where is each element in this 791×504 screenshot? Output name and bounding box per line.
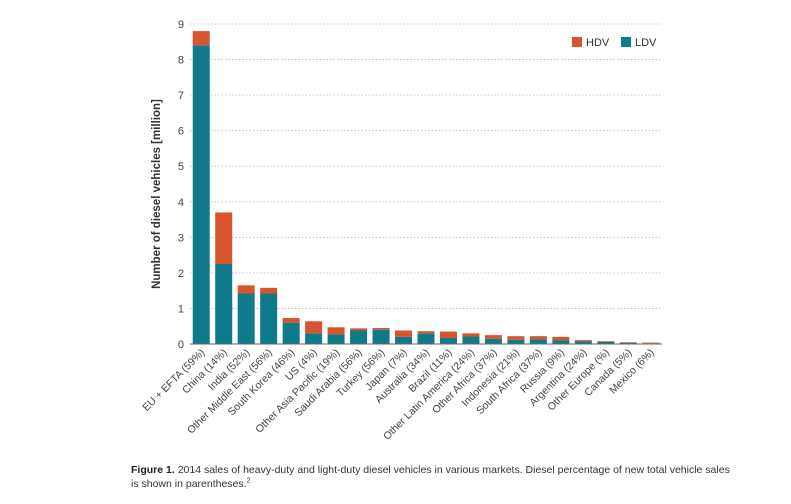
bar-ldv — [417, 333, 435, 344]
bar-ldv — [619, 342, 637, 344]
bar-ldv — [597, 341, 615, 344]
y-tick-label: 4 — [178, 197, 184, 209]
bar-hdv — [529, 336, 547, 340]
bar-hdv — [215, 212, 233, 264]
bar-hdv — [305, 321, 323, 334]
legend-label-hdv: HDV — [586, 37, 610, 49]
bar-ldv — [484, 338, 502, 344]
bar-ldv — [192, 45, 210, 344]
bar-hdv — [574, 340, 592, 342]
bar-hdv — [642, 342, 660, 344]
y-tick-label: 3 — [178, 232, 184, 244]
caption-footnote: 2 — [246, 477, 251, 485]
y-axis-label: Number of diesel vehicles [million] — [151, 99, 163, 289]
legend-swatch-ldv — [621, 37, 631, 47]
legend-swatch-hdv — [572, 37, 582, 47]
bar-ldv — [395, 336, 413, 344]
bar-ldv — [372, 329, 390, 344]
legend-label-ldv: LDV — [635, 37, 657, 49]
bar-hdv — [282, 318, 300, 323]
bar-hdv — [192, 31, 210, 46]
bars — [192, 31, 660, 344]
y-tick-label: 2 — [178, 268, 184, 280]
bar-hdv — [237, 285, 255, 294]
x-axis-ticks: EU + EFTA (59%)China (14%)India (52%)Oth… — [140, 347, 657, 443]
figure-caption: Figure 1. 2014 sales of heavy-duty and l… — [131, 463, 731, 491]
bar-ldv — [215, 264, 233, 344]
y-axis-ticks: 0 1 2 3 4 5 6 7 8 9 — [178, 19, 184, 351]
bar-ldv — [552, 340, 570, 344]
bar-hdv — [552, 336, 570, 341]
bar-hdv — [372, 328, 390, 330]
bar-hdv — [417, 331, 435, 334]
bar-hdv — [260, 287, 278, 294]
figure-label: Figure 1. — [131, 464, 175, 476]
bar-hdv — [507, 336, 525, 340]
bar-hdv — [484, 335, 502, 339]
bar-ldv — [507, 339, 525, 344]
y-tick-label: 5 — [178, 161, 184, 173]
bar-hdv — [462, 333, 480, 337]
bar-ldv — [305, 333, 323, 344]
bar-ldv — [282, 322, 300, 344]
bar-ldv — [237, 293, 255, 344]
bar-ldv — [439, 337, 457, 344]
caption-text: 2014 sales of heavy-duty and light-duty … — [131, 464, 730, 490]
bar-ldv — [350, 330, 368, 344]
y-tick-label: 9 — [178, 19, 184, 31]
bar-hdv — [395, 330, 413, 337]
gridlines — [190, 23, 662, 309]
y-tick-label: 6 — [178, 126, 184, 138]
bar-ldv — [462, 336, 480, 344]
y-tick-label: 1 — [178, 303, 184, 315]
bar-hdv — [350, 328, 368, 331]
bar-hdv — [439, 331, 457, 338]
y-tick-label: 7 — [178, 90, 184, 102]
bar-hdv — [327, 327, 345, 335]
bar-hdv — [597, 341, 615, 342]
legend: HDV LDV — [572, 37, 657, 49]
y-tick-label: 0 — [178, 339, 184, 351]
bar-ldv — [260, 293, 278, 344]
bar-hdv — [619, 342, 637, 343]
bar-ldv — [574, 341, 592, 344]
bar-ldv — [529, 339, 547, 344]
y-tick-label: 8 — [178, 55, 184, 67]
bar-ldv — [327, 334, 345, 344]
stacked-bar-chart: 0 1 2 3 4 5 6 7 8 9 EU + EFTA (59%)China (14%)Ind… — [140, 19, 662, 443]
